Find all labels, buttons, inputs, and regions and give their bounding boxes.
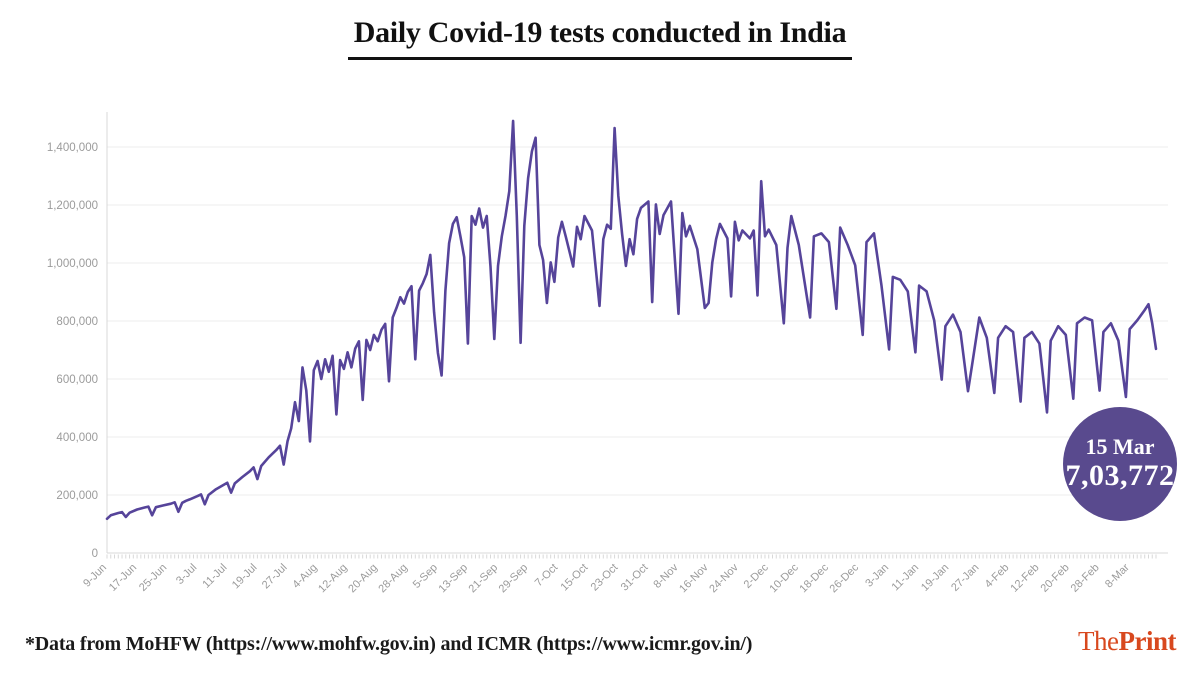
x-axis-label: 11-Jul xyxy=(200,562,229,591)
x-axis-label: 25-Jun xyxy=(137,562,169,594)
x-axis-label: 19-Jan xyxy=(919,562,951,594)
x-axis-label: 10-Dec xyxy=(767,561,801,595)
x-axis-label: 18-Dec xyxy=(797,561,831,595)
x-axis-label: 3-Jul xyxy=(174,562,199,587)
y-axis-label: 800,000 xyxy=(56,316,98,328)
y-axis-label: 600,000 xyxy=(56,374,98,386)
logo-print: Print xyxy=(1118,626,1177,656)
y-axis-label: 1,400,000 xyxy=(47,142,98,154)
x-axis-label: 9-Jun xyxy=(81,562,109,590)
footer: *Data from MoHFW (https://www.mohfw.gov.… xyxy=(25,626,1176,657)
x-axis-label: 20-Aug xyxy=(346,562,380,596)
y-axis-label: 1,000,000 xyxy=(47,258,98,270)
x-axis-label: 20-Feb xyxy=(1039,562,1072,595)
latest-value-badge: 15 Mar 7,03,772 xyxy=(1063,407,1177,521)
x-axis-label: 7-Oct xyxy=(533,562,561,590)
series-line xyxy=(105,119,1158,521)
x-axis-label: 31-Oct xyxy=(619,562,651,594)
x-axis-label: 12-Feb xyxy=(1008,562,1041,595)
badge-value: 7,03,772 xyxy=(1065,458,1175,492)
theprint-logo: ThePrint xyxy=(1078,626,1176,657)
x-axis-label: 8-Mar xyxy=(1103,561,1132,590)
x-axis-label: 4-Feb xyxy=(983,562,1012,591)
badge-date: 15 Mar xyxy=(1085,433,1155,459)
y-axis-label: 1,200,000 xyxy=(47,200,98,212)
x-axis-label: 19-Jul xyxy=(230,562,260,592)
x-axis-label: 13-Sep xyxy=(436,562,470,596)
x-axis-label: 28-Feb xyxy=(1069,562,1102,595)
y-axis-label: 200,000 xyxy=(56,490,98,502)
x-axis-label: 28-Aug xyxy=(376,562,410,596)
x-axis-label: 16-Nov xyxy=(677,561,711,595)
page-title: Daily Covid-19 tests conducted in India xyxy=(347,16,853,60)
x-axis-label: 12-Aug xyxy=(316,562,350,596)
x-axis-label: 29-Sep xyxy=(497,562,531,596)
x-axis-label: 15-Oct xyxy=(559,562,591,594)
x-axis-label: 3-Jan xyxy=(863,562,891,590)
y-axis-label: 0 xyxy=(92,548,98,560)
y-axis-label: 400,000 xyxy=(56,432,98,444)
x-axis-label: 24-Nov xyxy=(707,561,741,595)
x-axis-label: 21-Sep xyxy=(467,562,501,596)
x-axis-label: 27-Jan xyxy=(949,562,981,594)
source-note: *Data from MoHFW (https://www.mohfw.gov.… xyxy=(25,633,753,655)
x-axis-label: 23-Oct xyxy=(589,562,621,594)
x-axis-label: 11-Jan xyxy=(890,562,922,594)
logo-the: The xyxy=(1078,626,1119,656)
x-axis-label: 17-Jun xyxy=(107,562,139,594)
x-axis-label: 27-Jul xyxy=(260,562,290,592)
x-axis-label: 26-Dec xyxy=(828,561,862,595)
